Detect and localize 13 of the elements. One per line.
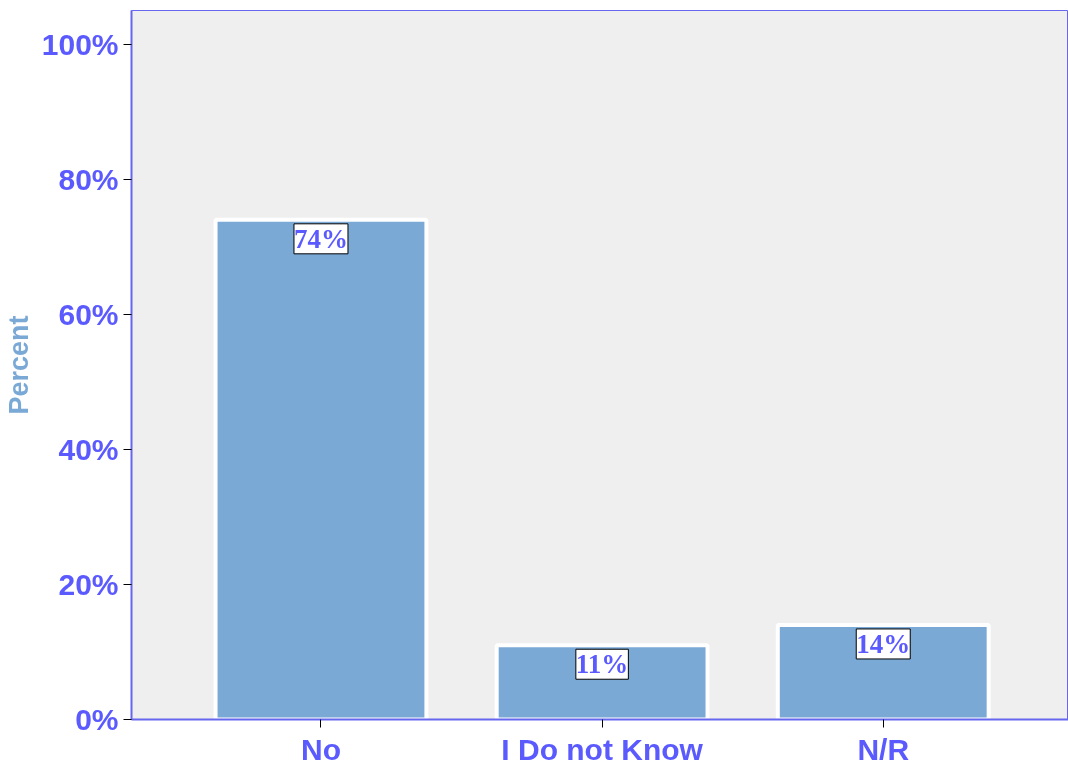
y-tick-label: 80% [58,162,119,196]
data-label: 11% [575,649,629,680]
y-tick-label: 100% [41,27,119,61]
x-tick-label: No [300,732,341,766]
y-tick-label: 0% [75,703,119,736]
data-label: 74% [293,223,348,254]
x-tick-label: I Do not Know [501,732,704,766]
data-label: 14% [856,628,911,659]
y-tick-label: 20% [58,567,119,601]
y-axis-title: Percent [3,315,34,415]
y-tick-label: 60% [58,297,119,331]
x-tick-label: N/R [857,732,910,766]
y-tick-label: 40% [58,432,119,466]
